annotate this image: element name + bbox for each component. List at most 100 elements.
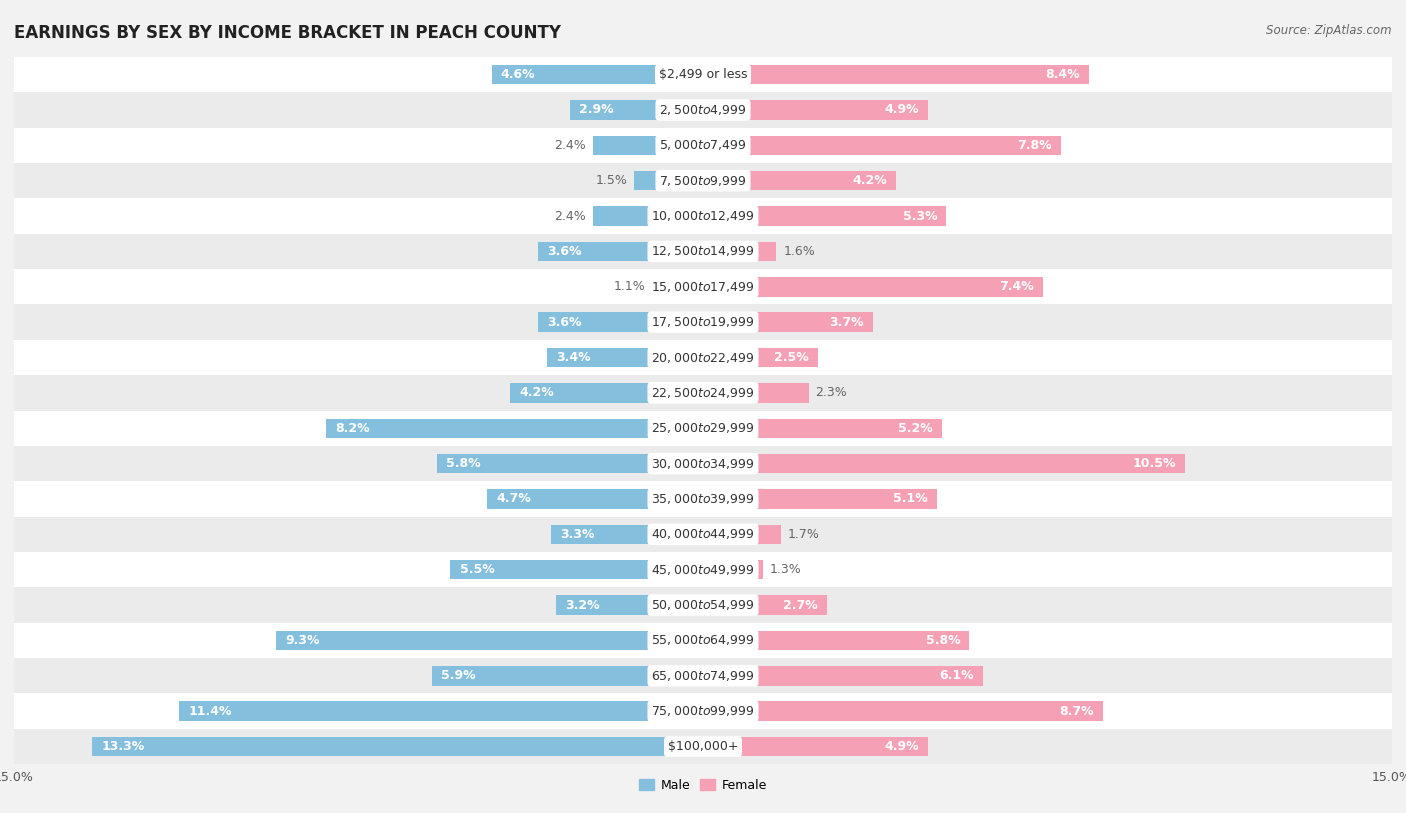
Bar [703, 65, 1088, 85]
Text: 1.6%: 1.6% [783, 245, 815, 258]
Text: $75,000 to $99,999: $75,000 to $99,999 [651, 704, 755, 718]
Bar [14, 517, 1392, 552]
Text: 3.6%: 3.6% [547, 245, 581, 258]
Bar [14, 552, 1392, 587]
Text: $7,500 to $9,999: $7,500 to $9,999 [659, 174, 747, 188]
Bar [703, 666, 983, 685]
Bar [14, 376, 1392, 411]
Text: $65,000 to $74,999: $65,000 to $74,999 [651, 669, 755, 683]
Text: Source: ZipAtlas.com: Source: ZipAtlas.com [1267, 24, 1392, 37]
Bar [537, 241, 703, 261]
Text: 4.9%: 4.9% [884, 103, 920, 116]
Bar [703, 737, 928, 756]
Bar [14, 446, 1392, 481]
Bar [703, 241, 776, 261]
Text: 2.4%: 2.4% [554, 210, 586, 223]
Text: 5.3%: 5.3% [903, 210, 938, 223]
Text: 1.1%: 1.1% [614, 280, 645, 293]
Text: $12,500 to $14,999: $12,500 to $14,999 [651, 245, 755, 259]
Bar [14, 128, 1392, 163]
Text: $50,000 to $54,999: $50,000 to $54,999 [651, 598, 755, 612]
Bar [14, 163, 1392, 198]
Bar [14, 198, 1392, 234]
Text: 3.7%: 3.7% [830, 315, 863, 328]
Text: 5.8%: 5.8% [446, 457, 481, 470]
Bar [703, 524, 782, 544]
Bar [703, 312, 873, 332]
Bar [450, 560, 703, 580]
Bar [14, 587, 1392, 623]
Text: 3.6%: 3.6% [547, 315, 581, 328]
Text: $30,000 to $34,999: $30,000 to $34,999 [651, 457, 755, 471]
Text: 4.7%: 4.7% [496, 493, 531, 506]
Bar [14, 693, 1392, 729]
Bar [569, 100, 703, 120]
Bar [703, 560, 762, 580]
Bar [14, 269, 1392, 304]
Bar [703, 454, 1185, 473]
Text: 3.2%: 3.2% [565, 598, 600, 611]
Text: 4.9%: 4.9% [884, 740, 920, 753]
Text: 4.2%: 4.2% [852, 174, 887, 187]
Bar [14, 340, 1392, 375]
Text: 2.3%: 2.3% [815, 386, 848, 399]
Text: 5.5%: 5.5% [460, 563, 495, 576]
Text: $25,000 to $29,999: $25,000 to $29,999 [651, 421, 755, 435]
Legend: Male, Female: Male, Female [634, 774, 772, 797]
Bar [180, 702, 703, 721]
Bar [14, 57, 1392, 92]
Bar [14, 411, 1392, 446]
Text: 9.3%: 9.3% [285, 634, 319, 647]
Bar [634, 171, 703, 190]
Text: 5.2%: 5.2% [898, 422, 932, 435]
Text: 2.9%: 2.9% [579, 103, 613, 116]
Bar [703, 207, 946, 226]
Bar [14, 659, 1392, 693]
Text: $2,499 or less: $2,499 or less [659, 68, 747, 81]
Text: 8.4%: 8.4% [1045, 68, 1080, 81]
Text: 7.8%: 7.8% [1018, 139, 1052, 152]
Bar [703, 489, 938, 509]
Bar [593, 207, 703, 226]
Text: 3.3%: 3.3% [561, 528, 595, 541]
Text: $40,000 to $44,999: $40,000 to $44,999 [651, 528, 755, 541]
Bar [703, 171, 896, 190]
Text: 8.7%: 8.7% [1059, 705, 1094, 718]
Text: 2.4%: 2.4% [554, 139, 586, 152]
Bar [537, 312, 703, 332]
Bar [432, 666, 703, 685]
Text: 5.8%: 5.8% [925, 634, 960, 647]
Text: 5.1%: 5.1% [893, 493, 928, 506]
Text: 4.6%: 4.6% [501, 68, 536, 81]
Text: $22,500 to $24,999: $22,500 to $24,999 [651, 386, 755, 400]
Bar [437, 454, 703, 473]
Bar [703, 100, 928, 120]
Text: 11.4%: 11.4% [188, 705, 232, 718]
Text: EARNINGS BY SEX BY INCOME BRACKET IN PEACH COUNTY: EARNINGS BY SEX BY INCOME BRACKET IN PEA… [14, 24, 561, 42]
Bar [547, 348, 703, 367]
Text: 2.7%: 2.7% [783, 598, 818, 611]
Bar [703, 136, 1062, 155]
Bar [510, 383, 703, 402]
Text: 1.5%: 1.5% [595, 174, 627, 187]
Text: $17,500 to $19,999: $17,500 to $19,999 [651, 315, 755, 329]
Text: $35,000 to $39,999: $35,000 to $39,999 [651, 492, 755, 506]
Bar [555, 595, 703, 615]
Text: 5.9%: 5.9% [441, 669, 475, 682]
Bar [703, 383, 808, 402]
Bar [593, 136, 703, 155]
Text: $55,000 to $64,999: $55,000 to $64,999 [651, 633, 755, 647]
Bar [492, 65, 703, 85]
Text: 3.4%: 3.4% [555, 351, 591, 364]
Bar [326, 419, 703, 438]
Bar [652, 277, 703, 297]
Text: 1.3%: 1.3% [769, 563, 801, 576]
Bar [276, 631, 703, 650]
Text: 13.3%: 13.3% [101, 740, 145, 753]
Text: 6.1%: 6.1% [939, 669, 974, 682]
Text: 10.5%: 10.5% [1133, 457, 1175, 470]
Bar [14, 623, 1392, 659]
Text: 1.7%: 1.7% [787, 528, 820, 541]
Bar [551, 524, 703, 544]
Bar [14, 233, 1392, 269]
